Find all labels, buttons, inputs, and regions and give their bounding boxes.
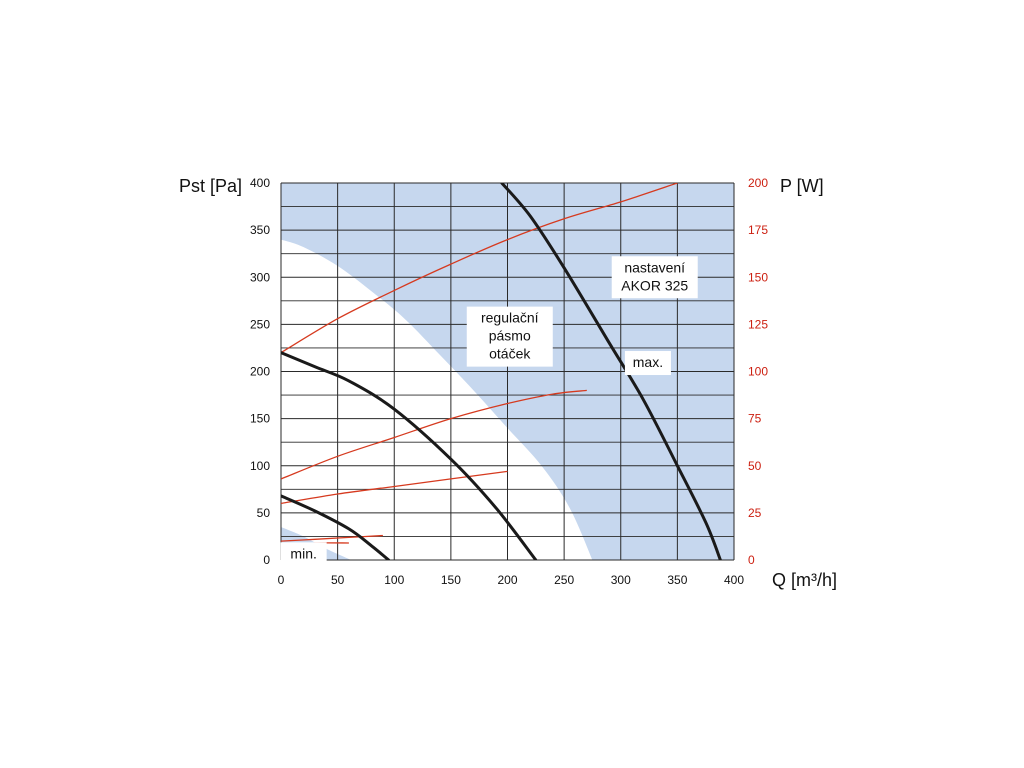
y-right-tick-label: 200 <box>748 176 768 190</box>
x-tick-label: 400 <box>724 573 744 587</box>
y-left-tick-label: 250 <box>250 317 270 331</box>
annotation-text: nastavení <box>624 259 685 275</box>
y-left-tick-label: 300 <box>250 270 270 284</box>
annotation-4: min. <box>280 542 327 567</box>
y-left-tick-label: 350 <box>250 223 270 237</box>
power-curve-4 <box>281 534 383 542</box>
annotation-1: nastavení AKOR 325 <box>611 256 698 299</box>
x-tick-label: 200 <box>497 573 517 587</box>
y-right-tick-label: 150 <box>748 270 768 284</box>
pressure-curve-3 <box>281 494 391 560</box>
annotation-text: AKOR 325 <box>621 277 688 293</box>
annotation-box <box>624 351 671 376</box>
y-right-tick-label: 25 <box>748 506 762 520</box>
x-tick-label: 250 <box>554 573 574 587</box>
y-left-tick-label: 0 <box>263 553 270 567</box>
y-left-tick-label: 100 <box>250 459 270 473</box>
y-right-tick-label: 0 <box>748 553 755 567</box>
y-left-tick-label: 50 <box>257 506 271 520</box>
y-axis-right-title: P [W] <box>780 176 824 196</box>
annotations: nastavení AKOR 325 max. regulační pásmo otáče… <box>280 256 698 567</box>
y-right-tick-label: 50 <box>748 459 762 473</box>
y-left-tick-label: 200 <box>250 365 270 379</box>
x-tick-label: 300 <box>611 573 631 587</box>
x-axis-title: Q [m³/h] <box>772 570 837 590</box>
y-right-tick-label: 125 <box>748 317 768 331</box>
x-tick-label: 0 <box>278 573 285 587</box>
power-curve-1 <box>281 183 678 354</box>
y-right-tick-label: 75 <box>748 412 762 426</box>
y-axis-left-title: Pst [Pa] <box>179 176 242 196</box>
pressure-curve-2 <box>281 351 538 560</box>
annotation-box <box>280 542 327 567</box>
x-tick-label: 50 <box>331 573 345 587</box>
annotation-2: max. <box>624 351 671 376</box>
x-tick-label: 150 <box>441 573 461 587</box>
annotation-box <box>466 306 553 367</box>
power-curve-2 <box>281 389 587 480</box>
annotation-text: pásmo <box>489 328 531 344</box>
annotation-text: regulační <box>481 310 539 326</box>
y-left-tick-label: 150 <box>250 412 270 426</box>
y-right-tick-label: 175 <box>748 223 768 237</box>
x-tick-label: 100 <box>384 573 404 587</box>
annotation-text: max. <box>633 354 663 370</box>
annotation-box <box>611 256 698 299</box>
tick-labels: 0 50 100 150 200 250 300 350 4000501001502002503… <box>250 176 768 587</box>
annotation-text: otáček <box>489 346 531 362</box>
x-tick-label: 350 <box>667 573 687 587</box>
annotation-text: min. <box>290 545 316 561</box>
annotation-3: regulační pásmo otáček <box>466 306 553 367</box>
y-left-tick-label: 400 <box>250 176 270 190</box>
y-right-tick-label: 100 <box>748 365 768 379</box>
